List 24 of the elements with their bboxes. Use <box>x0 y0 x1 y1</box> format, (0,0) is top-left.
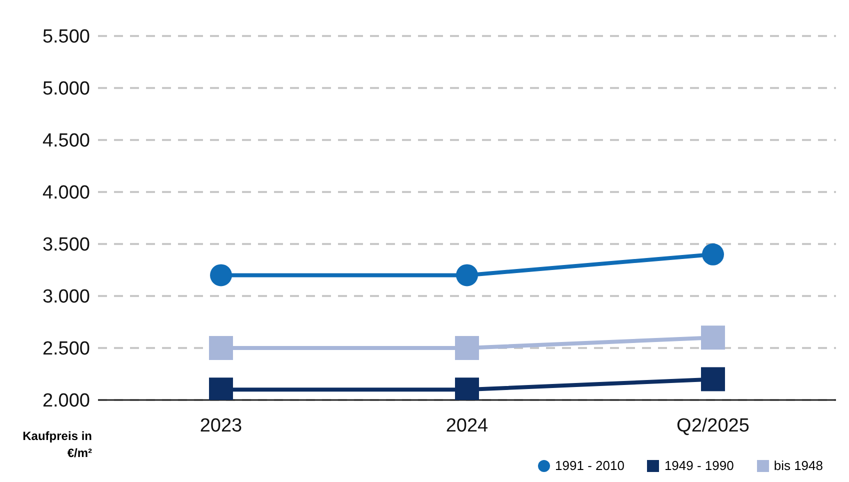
x-tick-label: 2023 <box>200 415 242 436</box>
y-tick-label: 5.500 <box>42 26 90 48</box>
x-tick-label: Q2/2025 <box>676 415 750 436</box>
y-tick-label: 4.000 <box>42 182 90 204</box>
y-tick-label: 3.500 <box>42 234 90 256</box>
x-tick-label: 2024 <box>446 415 489 436</box>
point <box>209 336 233 360</box>
point <box>455 378 479 400</box>
point <box>702 243 724 266</box>
point <box>210 264 232 286</box>
y-axis-title: Kaufpreis in €/m² <box>22 428 92 462</box>
legend-label: bis 1948 <box>774 458 823 473</box>
point <box>456 264 478 286</box>
y-tick-label: 2.500 <box>42 338 90 360</box>
legend-label: 1991 - 2010 <box>555 458 624 473</box>
point <box>209 378 233 400</box>
y-tick-label: 5.000 <box>42 78 90 100</box>
legend-label: 1949 - 1990 <box>664 458 734 473</box>
y-tick-label: 3.000 <box>42 286 90 308</box>
y-tick-label: 2.000 <box>42 390 90 412</box>
point <box>455 336 479 360</box>
point <box>701 326 725 350</box>
point <box>701 367 725 392</box>
y-tick-label: 4.500 <box>42 130 90 152</box>
